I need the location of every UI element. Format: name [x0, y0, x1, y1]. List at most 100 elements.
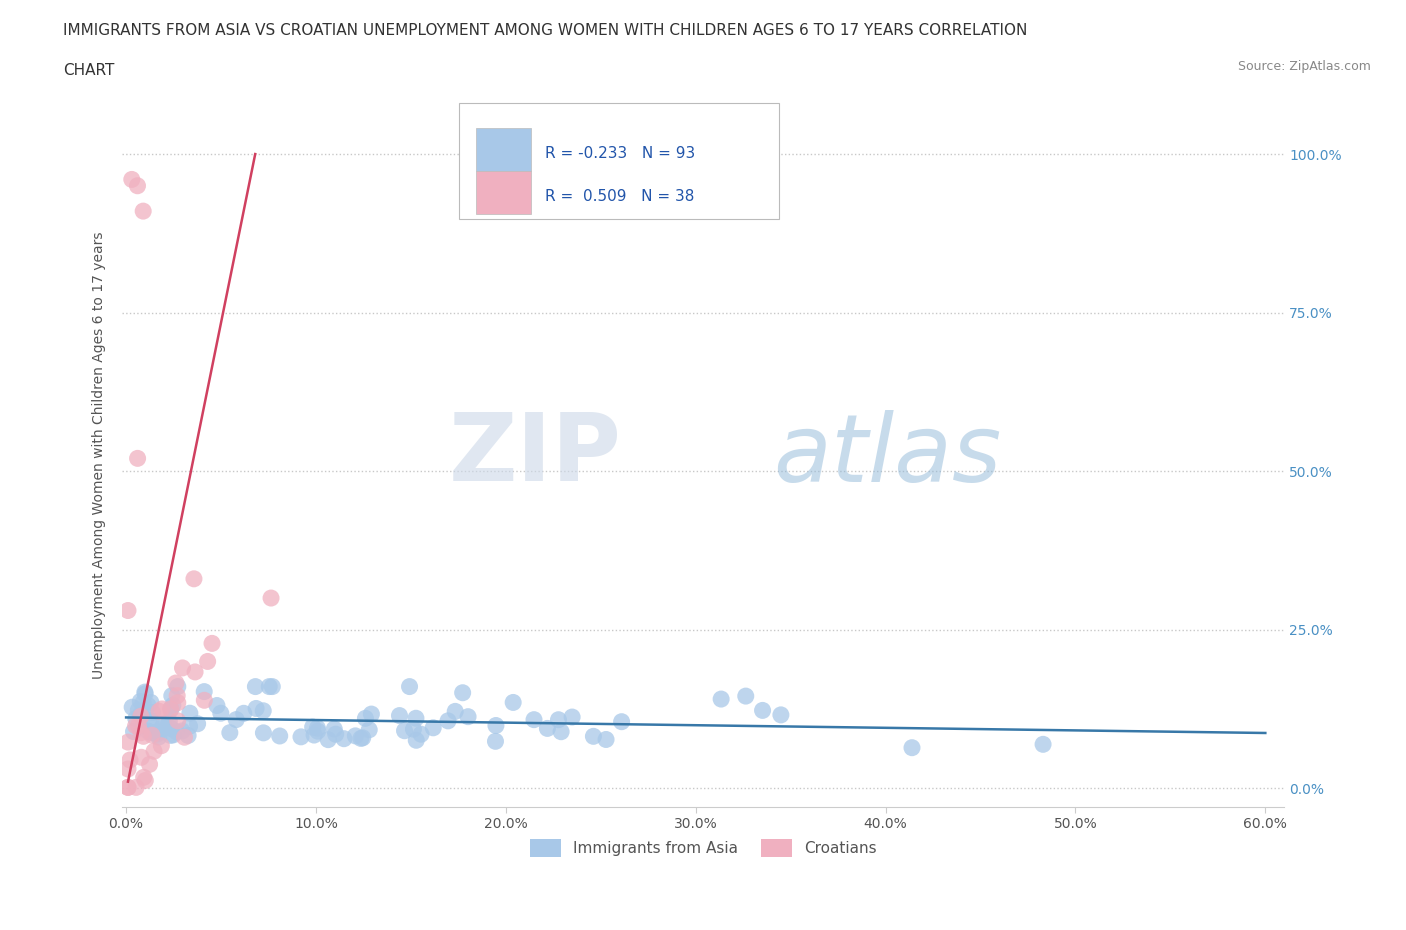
FancyBboxPatch shape [475, 128, 531, 171]
Point [547, 712, 569, 727]
Point [139, 713, 162, 728]
Point [325, 726, 347, 741]
Text: CHART: CHART [63, 63, 115, 78]
Point [125, 780, 148, 795]
Point [127, 719, 149, 734]
Point [398, 679, 420, 694]
Point [132, 204, 155, 219]
Point [201, 636, 224, 651]
Point [734, 688, 756, 703]
Point [405, 711, 427, 725]
Point [245, 701, 267, 716]
Text: Source: ZipAtlas.com: Source: ZipAtlas.com [1237, 60, 1371, 73]
Point [166, 696, 188, 711]
Point [307, 724, 329, 738]
Point [150, 701, 173, 716]
Point [344, 728, 367, 743]
Point [148, 730, 170, 745]
Point [146, 726, 169, 741]
Point [172, 660, 194, 675]
Point [290, 729, 312, 744]
Point [117, 780, 139, 795]
Point [225, 712, 247, 727]
Point [162, 727, 184, 742]
Point [595, 732, 617, 747]
Point [125, 711, 148, 726]
Point [118, 752, 141, 767]
Point [523, 712, 546, 727]
Point [260, 591, 283, 605]
Point [350, 731, 373, 746]
Point [141, 728, 163, 743]
Point [179, 706, 201, 721]
Point [197, 654, 219, 669]
Point [138, 757, 160, 772]
Point [136, 724, 159, 738]
Point [132, 729, 155, 744]
Point [218, 725, 240, 740]
Point [166, 688, 188, 703]
Point [1032, 737, 1054, 751]
Point [582, 729, 605, 744]
Point [172, 724, 194, 738]
Point [152, 717, 174, 732]
Point [141, 705, 163, 720]
Point [134, 684, 156, 699]
Point [610, 714, 633, 729]
Point [117, 762, 139, 777]
Point [444, 704, 467, 719]
Point [360, 707, 382, 722]
Point [150, 738, 173, 753]
Point [146, 724, 169, 739]
Point [129, 750, 152, 764]
Point [422, 721, 444, 736]
Point [484, 734, 506, 749]
FancyBboxPatch shape [475, 171, 531, 214]
Point [710, 692, 733, 707]
Point [166, 713, 188, 728]
Point [143, 744, 166, 759]
Point [388, 708, 411, 723]
Point [301, 720, 323, 735]
Point [129, 725, 152, 740]
Point [502, 695, 524, 710]
Point [245, 679, 267, 694]
Point [405, 733, 427, 748]
Point [132, 696, 155, 711]
Point [121, 699, 143, 714]
Point [160, 688, 183, 703]
Point [148, 704, 170, 719]
Point [307, 721, 329, 736]
Point [166, 679, 188, 694]
Point [550, 724, 572, 739]
Point [183, 571, 205, 586]
Point [269, 728, 291, 743]
Text: R = -0.233   N = 93: R = -0.233 N = 93 [546, 146, 696, 161]
Point [159, 728, 181, 743]
Point [536, 721, 558, 736]
Point [457, 710, 479, 724]
Point [184, 665, 207, 680]
Point [409, 726, 432, 741]
Point [165, 675, 187, 690]
Point [193, 693, 215, 708]
Text: ZIP: ZIP [449, 409, 621, 501]
Point [124, 719, 146, 734]
Point [139, 695, 162, 710]
Point [901, 740, 924, 755]
Point [127, 451, 149, 466]
Point [354, 711, 377, 725]
Point [162, 698, 184, 712]
Point [316, 732, 339, 747]
Point [751, 703, 773, 718]
Point [769, 708, 792, 723]
Point [359, 723, 381, 737]
Point [173, 730, 195, 745]
Point [138, 713, 160, 728]
Point [129, 709, 152, 724]
Point [402, 722, 425, 737]
Point [157, 714, 180, 729]
Point [139, 725, 162, 740]
Point [333, 731, 356, 746]
Point [252, 725, 274, 740]
